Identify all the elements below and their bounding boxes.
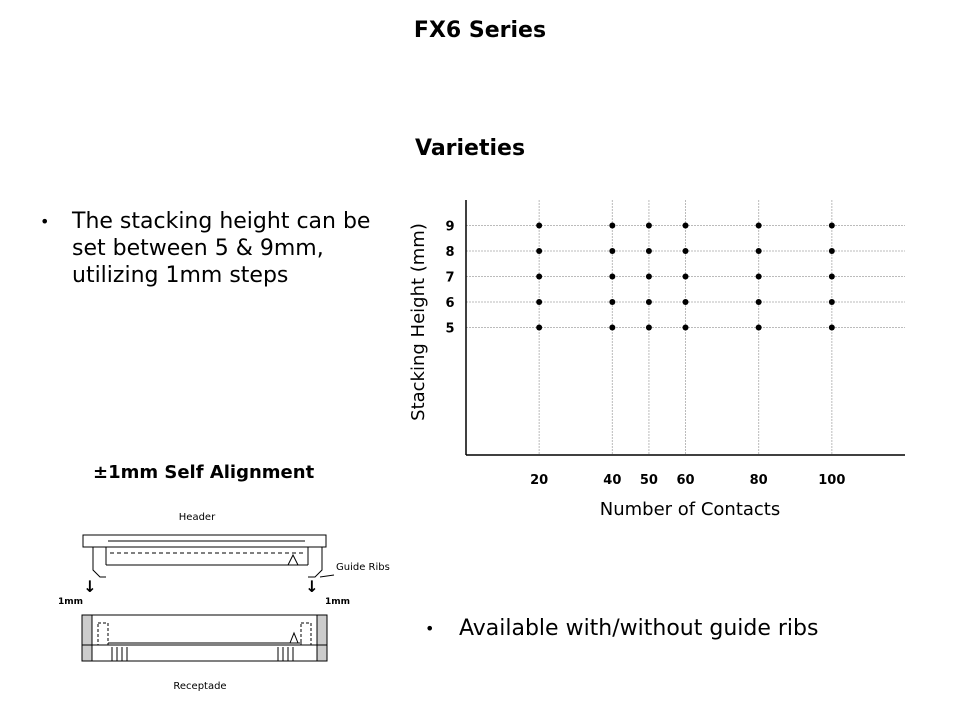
data-point <box>645 273 652 280</box>
bullet-text: Available with/without guide ribs <box>459 616 819 641</box>
y-tick-label: 8 <box>445 245 454 260</box>
bullet-stacking-height: • The stacking height can be set between… <box>40 208 380 289</box>
data-point <box>755 299 762 305</box>
slide-title: FX6 Series <box>413 18 547 43</box>
left-offset-label: 1mm <box>58 597 83 607</box>
y-tick-label: 6 <box>445 296 454 311</box>
header-label: Header <box>179 512 216 523</box>
data-point <box>609 248 616 254</box>
data-point <box>682 324 689 331</box>
data-point <box>828 273 835 280</box>
guide-ribs-label: Guide Ribs <box>336 562 390 573</box>
data-point <box>645 299 652 305</box>
y-tick-label: 5 <box>445 322 454 337</box>
data-point <box>609 324 616 331</box>
y-axis-label: Stacking Height (mm) <box>408 223 429 421</box>
data-point <box>536 299 543 305</box>
y-tick-label: 9 <box>445 220 454 235</box>
x-tick-label: 100 <box>818 473 845 488</box>
bullet-guide-ribs: • Available with/without guide ribs <box>425 615 945 642</box>
x-tick-label: 60 <box>676 473 694 488</box>
data-point <box>682 248 689 254</box>
x-tick-label: 20 <box>530 473 548 488</box>
data-point <box>828 222 835 229</box>
down-arrow-icon: ↓ <box>305 577 318 596</box>
data-point <box>609 222 616 229</box>
data-point <box>609 299 616 305</box>
bullet-dot: • <box>425 619 435 638</box>
data-point <box>828 248 835 254</box>
data-point <box>536 222 543 229</box>
data-point <box>682 299 689 305</box>
data-point <box>645 222 652 229</box>
data-point <box>682 222 689 229</box>
data-point <box>828 324 835 331</box>
bullet-dot: • <box>40 212 50 231</box>
right-offset-label: 1mm <box>325 597 350 607</box>
x-tick-label: 80 <box>750 473 768 488</box>
y-tick-label: 7 <box>445 271 454 286</box>
bullet-text: The stacking height can be set between 5… <box>72 209 371 288</box>
data-point <box>755 222 762 229</box>
x-tick-label: 40 <box>603 473 621 488</box>
x-tick-label: 50 <box>640 473 658 488</box>
data-point <box>645 248 652 254</box>
data-point <box>755 273 762 280</box>
down-arrow-icon: ↓ <box>83 577 96 596</box>
data-point <box>755 324 762 331</box>
receptacle-label: Receptade <box>173 681 226 692</box>
x-axis-label: Number of Contacts <box>600 499 781 520</box>
data-point <box>755 248 762 254</box>
data-point <box>645 324 652 331</box>
data-point <box>536 273 543 280</box>
slide-subtitle: Varieties <box>415 136 526 161</box>
self-alignment-diagram: ±1mm Self Alignment Header Guide Ribs ↓ … <box>58 462 390 692</box>
data-point <box>828 299 835 305</box>
guide-ribs-pointer <box>319 574 335 578</box>
data-point <box>536 248 543 254</box>
receptacle-drawing <box>81 614 328 662</box>
data-point <box>609 273 616 280</box>
header-drawing <box>82 534 327 578</box>
data-point <box>682 273 689 280</box>
diagram-title: ±1mm Self Alignment <box>93 462 315 483</box>
data-point <box>536 324 543 331</box>
